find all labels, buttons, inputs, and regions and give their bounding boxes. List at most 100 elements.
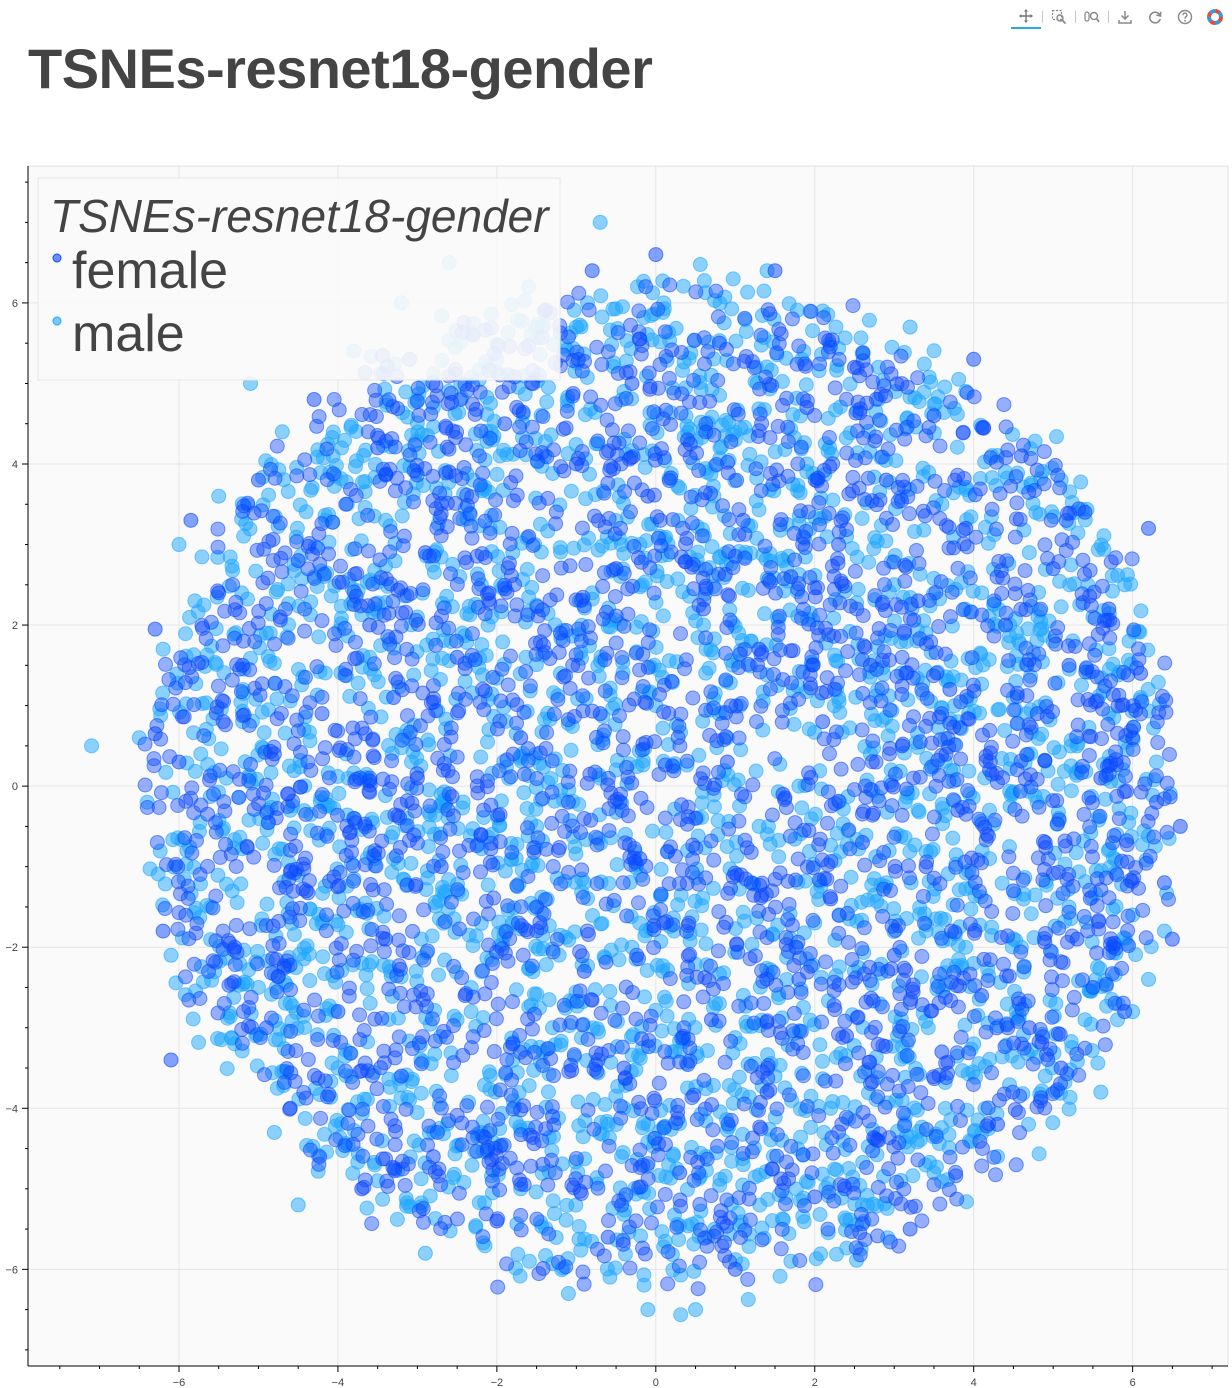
scatter-point [959,539,975,555]
box-zoom-tool[interactable] [1044,5,1074,29]
scatter-point [1012,1125,1028,1141]
scatter-point [953,694,969,710]
scatter-point [718,672,734,688]
scatter-point [965,1076,981,1092]
scatter-point [800,504,816,520]
scatter-point [1111,811,1127,827]
scatter-point [481,937,497,953]
scatter-point [868,754,884,770]
data-point [1117,577,1133,593]
save-icon [1118,11,1132,24]
reset-tool[interactable] [1140,5,1170,29]
scatter-point [740,1271,756,1287]
scatter-point [953,751,969,767]
data-point [171,537,187,553]
scatter-point [780,984,796,1000]
scatter-point [321,770,337,786]
scatter-point [897,573,913,589]
scatter-point [729,937,745,953]
scatter-point [590,1180,606,1196]
scatter-point [953,1029,969,1045]
scatter-point [880,728,896,744]
scatter-point [662,971,678,987]
help-tool[interactable] [1170,5,1200,29]
data-point [211,488,227,504]
scatter-point [631,303,647,319]
wheel-zoom-icon [1084,11,1100,23]
scatter-point [1065,878,1081,894]
scatter-point [809,693,825,709]
scatter-point [730,406,746,422]
scatter-point [540,490,556,506]
scatter-point [811,872,827,888]
scatter-point [614,670,630,686]
scatter-point [549,587,565,603]
pan-tool[interactable] [1011,5,1041,29]
scatter-point [622,1260,638,1276]
scatter-point [602,983,618,999]
scatter-point [1161,746,1177,762]
scatter-point [1018,727,1034,743]
scatter-point [533,920,549,936]
wheel-zoom-tool[interactable] [1077,5,1107,29]
scatter-point [753,483,769,499]
scatter-point [562,680,578,696]
scatter-point [780,911,796,927]
scatter-point [604,422,620,438]
scatter-point [345,873,361,889]
scatter-point [425,678,441,694]
scatter-point [477,683,493,699]
data-point [1021,545,1037,561]
scatter-point [519,800,535,816]
scatter-point [1053,599,1069,615]
scatter-point [687,893,703,909]
scatter-point [920,1020,936,1036]
scatter-point [798,523,814,539]
scatter-point [746,887,762,903]
scatter-point [678,554,694,570]
scatter-point [399,708,415,724]
scatter-point [486,1044,502,1060]
scatter-point [653,861,669,877]
scatter-point [348,453,364,469]
scatter-point [297,623,313,639]
scatter-point [495,634,511,650]
scatter-point [558,1212,574,1228]
scatter-point [399,1195,415,1211]
scatter-point [615,1000,631,1016]
scatter-point [1091,914,1107,930]
scatter-point [730,772,746,788]
toolbar-divider [1042,11,1043,23]
scatter-point [464,489,480,505]
scatter-point [780,434,796,450]
scatter-point [879,1188,895,1204]
scatter-point [1110,725,1126,741]
scatter-point [526,840,542,856]
scatter-point [157,901,173,917]
scatter-point [343,1045,359,1061]
scatter-point [389,1211,405,1227]
scatter-point [1073,474,1089,490]
scatter-point [350,675,366,691]
scatter-point [996,397,1012,413]
scatter-point [1050,816,1066,832]
scatter-point [1043,512,1059,528]
scatter-point [695,570,711,586]
bokeh-logo[interactable] [1200,5,1230,29]
scatter-point [1005,733,1021,749]
scatter-point [437,914,453,930]
scatter-point [840,934,856,950]
scatter-point [242,921,258,937]
scatter-point [989,1020,1005,1036]
scatter-point [724,301,740,317]
scatter-point [1097,678,1113,694]
save-tool[interactable] [1110,5,1140,29]
scatter-point [837,1056,853,1072]
scatter-point [780,419,796,435]
scatter-point [874,999,890,1015]
scatter-point [718,645,734,661]
scatter-point [657,324,673,340]
scatter-point [698,702,714,718]
scatter-point [272,880,288,896]
